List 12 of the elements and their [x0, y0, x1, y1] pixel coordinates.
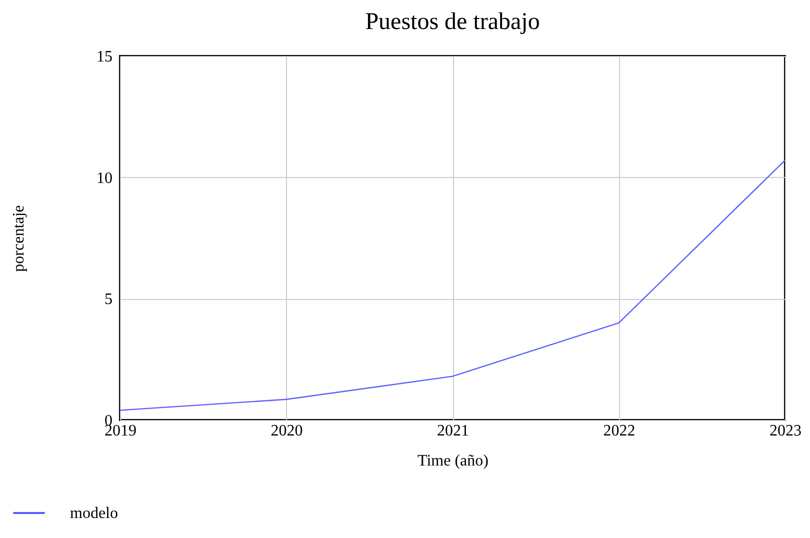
x-tick-label: 2020 [270, 422, 303, 440]
chart-title: Puestos de trabajo [365, 9, 540, 35]
y-axis-title: porcentaje [10, 205, 28, 272]
legend-label: modelo [70, 505, 118, 522]
x-axis-title: Time (año) [418, 452, 488, 470]
x-tick-label: 2021 [437, 422, 469, 440]
y-tick-label: 10 [96, 170, 112, 187]
y-tick-label: 5 [104, 291, 112, 308]
y-tick-label: 15 [96, 48, 112, 66]
x-tick-label: 2022 [603, 422, 636, 440]
line-series [119, 160, 786, 411]
x-tick-label: 2023 [770, 422, 802, 440]
